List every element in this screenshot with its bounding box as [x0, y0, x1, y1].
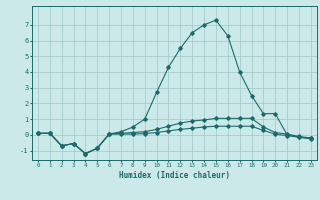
X-axis label: Humidex (Indice chaleur): Humidex (Indice chaleur) [119, 171, 230, 180]
